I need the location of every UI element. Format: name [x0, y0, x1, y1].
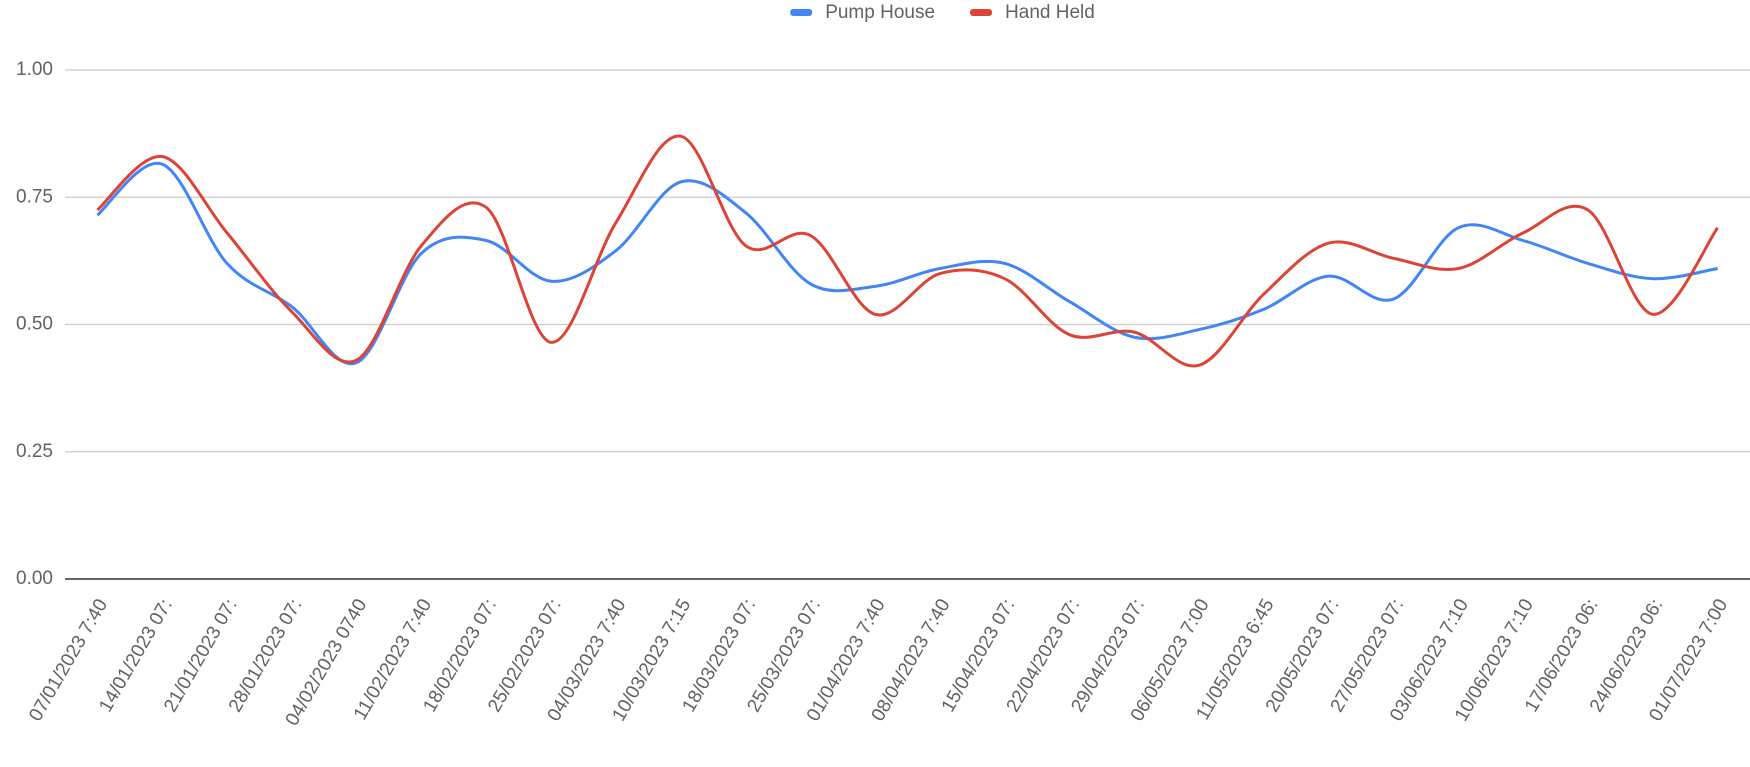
legend-label: Pump House — [825, 2, 935, 23]
legend: Pump House Hand Held — [790, 2, 1095, 23]
y-tick-label: 0.50 — [16, 314, 53, 335]
legend-label: Hand Held — [1005, 2, 1095, 23]
y-tick-label: 0.00 — [16, 568, 53, 589]
series-line — [96, 134, 1719, 368]
y-tick-label: 0.75 — [16, 186, 53, 207]
y-tick-label: 1.00 — [16, 59, 53, 80]
y-tick-label: 0.25 — [16, 441, 53, 462]
legend-swatch — [970, 9, 993, 16]
legend-swatch — [790, 9, 813, 16]
